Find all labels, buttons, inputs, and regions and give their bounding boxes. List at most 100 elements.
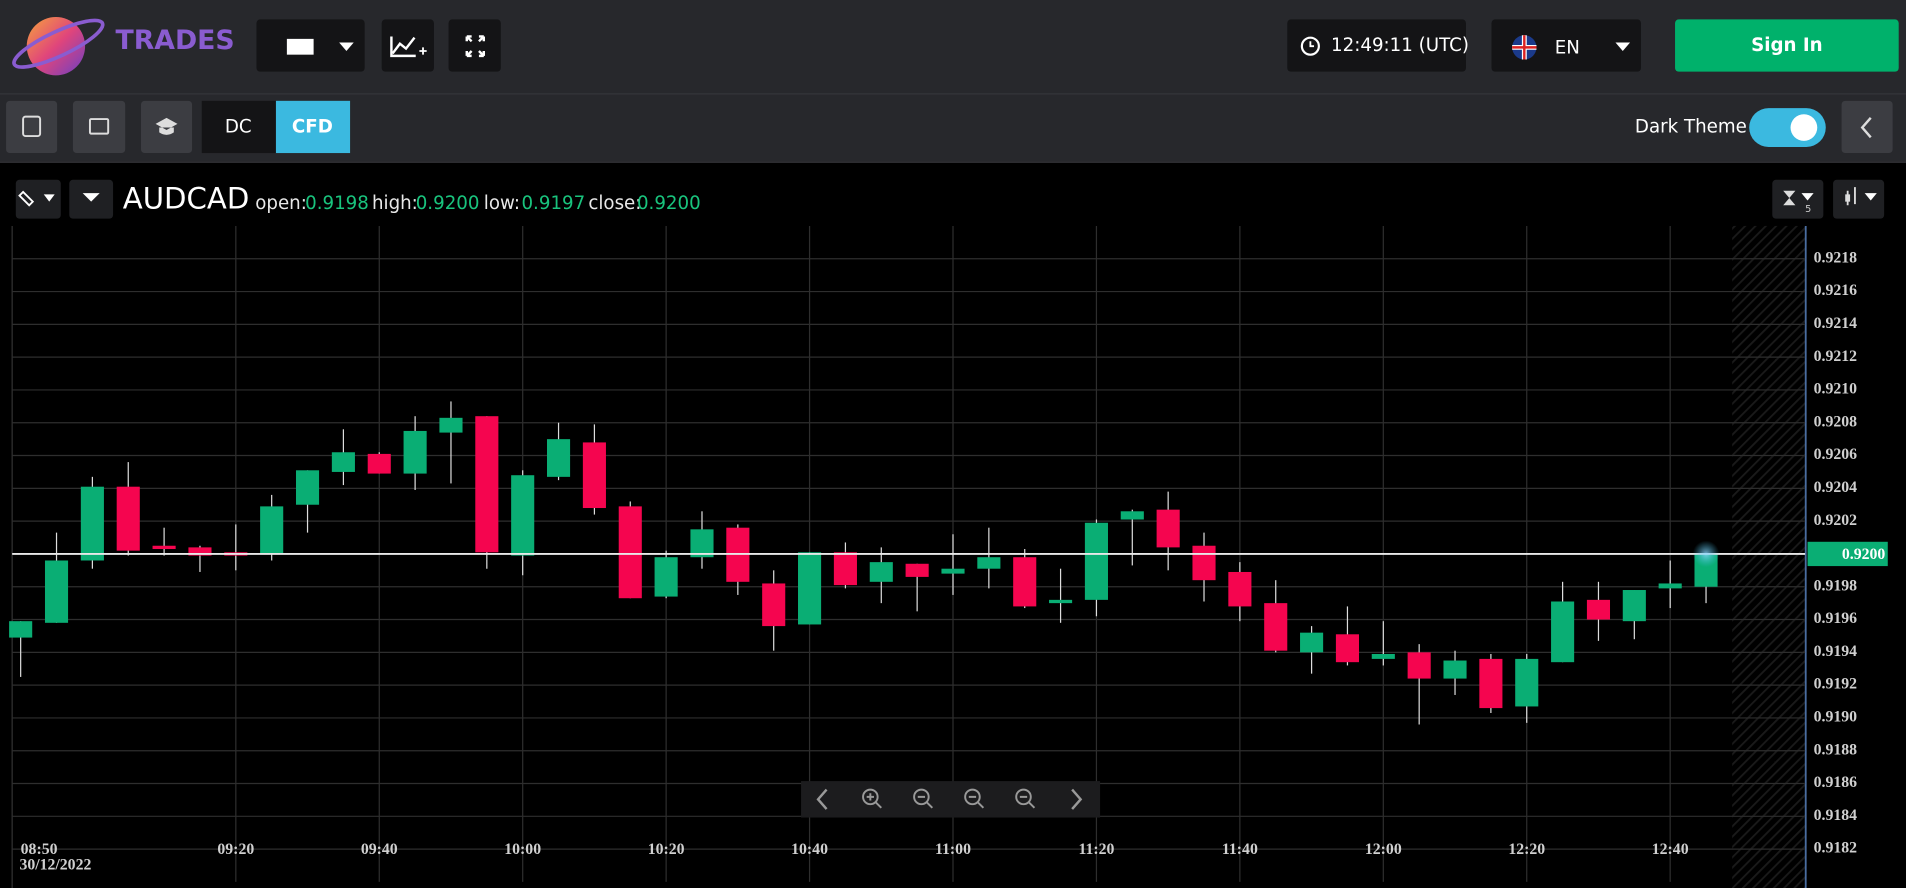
dropdown-arrow [1615,42,1631,52]
y-tick-label: 0.9208 [1814,413,1858,430]
x-tick-label: 12:40 [1652,841,1689,858]
button-bg [15,179,61,219]
candle-body [1622,590,1646,622]
candle-body [1084,522,1108,600]
dark-theme-toggle[interactable] [1749,108,1826,147]
icon [155,117,178,135]
chart-type-button[interactable] [256,19,365,72]
candle-body [1515,658,1539,707]
y-tick-label: 0.9206 [1814,446,1858,463]
icon [419,47,427,55]
candle-body [1407,652,1431,679]
style-button[interactable] [1833,179,1885,219]
high-label: high: [372,193,418,214]
candle-body [1300,632,1324,653]
x-tick-label: 09:40 [361,841,398,858]
candle-body [1658,583,1682,589]
candle-body [1479,658,1503,709]
dropdown-arrow [1801,193,1814,201]
y-tick-label: 0.9218 [1814,249,1858,266]
cfd-tab[interactable]: CFD [275,100,351,154]
candle-body [833,552,857,586]
sign-in-button[interactable]: Sign In [1675,19,1899,72]
clock: 12:49:11 (UTC) [1287,19,1469,72]
candle-body [1192,545,1216,581]
candle-body [547,439,571,477]
dropdown-arrow [43,194,55,202]
candle-body [582,442,606,509]
fullscreen-button[interactable] [448,19,501,72]
interval-button[interactable]: 5 [1772,179,1824,219]
candle-body [1049,599,1073,604]
candle-body [9,621,33,638]
icon [1845,194,1851,202]
scroll-left[interactable] [816,788,828,810]
candle-body [1586,599,1611,620]
candle-body [869,562,893,582]
x-tick-label: 10:20 [648,841,685,858]
candle-body [475,416,499,553]
x-tick-label: 12:20 [1508,841,1545,858]
interval: 5 [1805,204,1811,215]
sign-in-label: Sign In [1751,35,1823,56]
dc-tab[interactable]: DC [201,100,276,154]
icon [18,190,35,207]
tab-bg [201,100,276,154]
logo-ring [12,18,105,69]
tool-button[interactable] [72,100,126,154]
x-tick-label: 09:20 [217,841,254,858]
language-select[interactable]: EN [1491,19,1642,72]
candle-body [152,545,176,550]
candle-body [1443,660,1467,679]
dropdown-arrow [1864,193,1877,201]
candle-body [905,563,929,577]
tool-button[interactable] [6,100,58,154]
x-tick-label: 11:20 [1078,841,1114,858]
toggle-knob [1790,114,1818,141]
dark-theme-label: Dark Theme [1635,117,1747,138]
future-area [1732,225,1806,888]
zoom-out[interactable] [913,788,930,806]
open-label: open: [255,193,307,214]
candle-body [941,568,965,574]
dropdown-arrow [339,42,354,52]
scroll-right[interactable] [1071,788,1083,810]
zoom-reset[interactable] [1015,788,1032,806]
clock-icon [1300,36,1320,56]
zoom-out[interactable] [964,788,981,806]
y-tick-label: 0.9198 [1814,577,1858,594]
button-bg [448,19,501,72]
y-tick-label: 0.9194 [1814,643,1858,660]
low-label: low: [484,193,520,214]
y-tick-label: 0.9190 [1814,709,1858,726]
logo-planet [26,17,86,76]
button-bg [1833,179,1885,219]
date-label: 30/12/2022 [19,857,91,874]
collapse-button[interactable] [1841,100,1893,154]
y-tick-label: 0.9188 [1814,741,1858,758]
tool-button[interactable] [141,100,193,154]
indicators-button[interactable] [381,19,434,72]
candle-body [1371,653,1395,659]
candle-body [439,417,463,433]
last-price-label: 0.9200 [1842,546,1886,563]
x-tick-label: 11:40 [1222,841,1258,858]
candle-body [1228,571,1252,607]
drawing-tools-button[interactable] [15,179,61,219]
candle-body [116,486,140,551]
candle-body [511,475,535,556]
high-value: 0.9200 [416,193,480,214]
clock-time: 12:49:11 (UTC) [1331,35,1469,56]
candle-body [1013,557,1037,607]
zoom-in[interactable] [862,788,879,806]
candle-body [654,557,678,597]
live-indicator [1692,540,1720,568]
logo[interactable]: TRADES [9,12,235,76]
icon [88,118,110,135]
plot: 0.9182 0.9184 0.9186 0.9188 0.9190 0.9192 0.91… [9,225,1888,888]
symbol-menu-button[interactable] [69,179,114,219]
brand: TRADES [115,25,234,56]
candle-body [80,486,104,561]
candle-body [188,547,212,556]
